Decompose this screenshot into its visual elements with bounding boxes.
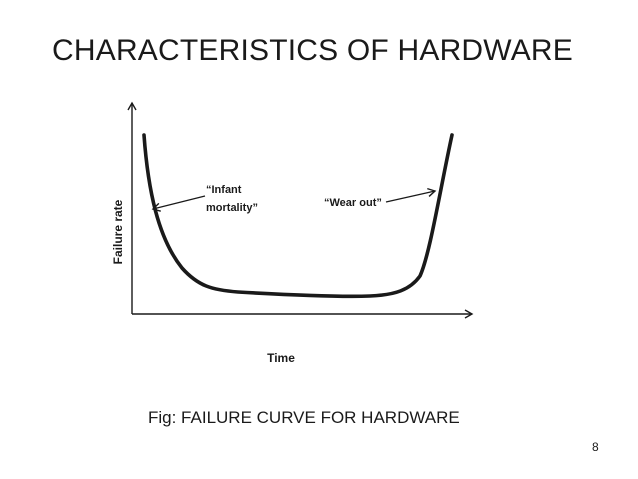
page-number: 8 xyxy=(592,440,599,454)
wear-out-label: “Wear out” xyxy=(324,197,382,209)
x-axis-label: Time xyxy=(267,351,295,365)
slide-title: CHARACTERISTICS OF HARDWARE xyxy=(52,34,573,67)
infant-mortality-label-line2: mortality” xyxy=(206,202,258,214)
y-axis-label: Failure rate xyxy=(111,199,125,264)
wear-out-arrow xyxy=(385,187,437,203)
infant-mortality-arrow xyxy=(151,195,206,212)
figure-caption: Fig: FAILURE CURVE FOR HARDWARE xyxy=(148,408,460,427)
bathtub-curve xyxy=(142,133,454,299)
infant-mortality-label-line1: “Infant xyxy=(206,184,242,196)
